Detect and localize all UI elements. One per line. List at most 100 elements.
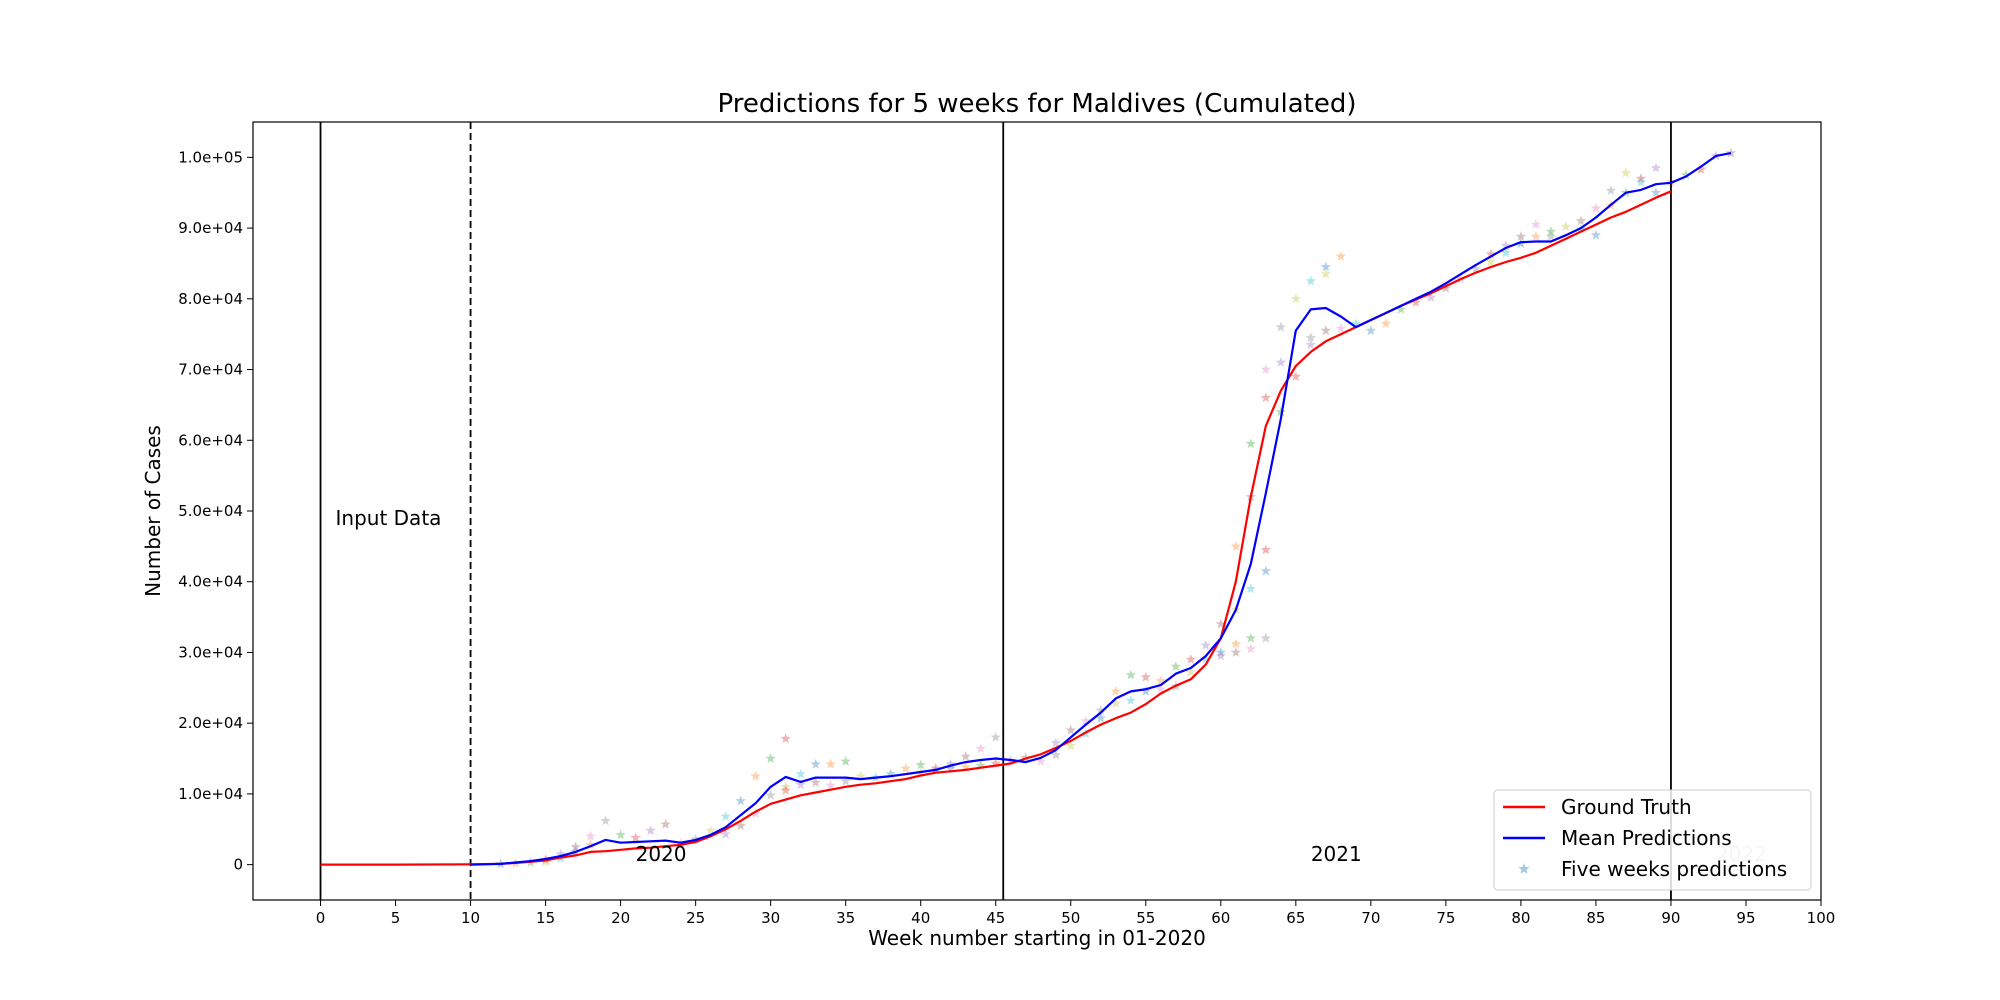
prediction-star-point [735,795,746,806]
prediction-star-point [1590,202,1602,213]
prediction-star-point [945,762,956,773]
chart-title: Predictions for 5 weeks for Maldives (Cu… [717,89,1356,119]
prediction-star-point [1260,364,1272,374]
prediction-star-point [780,733,791,744]
prediction-star-point [1335,323,1347,333]
prediction-star-point [810,758,821,769]
prediction-star-point [765,789,776,800]
y-tick-label: 2.0e+04 [178,714,243,732]
prediction-star-point [750,770,761,781]
prediction-star-point [915,759,926,770]
prediction-star-point [690,833,701,844]
prediction-star-point [1305,339,1317,350]
x-tick-label: 35 [836,909,855,927]
prediction-star-point [1200,639,1211,650]
legend-mean-predictions-label: Mean Predictions [1561,826,1732,850]
prediction-star-point [1245,632,1256,643]
prediction-star-point [1245,643,1256,654]
prediction-star-point [1290,371,1302,382]
prediction-star-point [1095,712,1106,723]
prediction-star-point [960,761,971,772]
prediction-star-point [720,828,731,839]
prediction-star-point [780,781,791,792]
x-tick-label: 5 [391,909,401,927]
prediction-star-point [900,762,911,773]
prediction-star-point [1260,392,1272,403]
annotation-label: 2020 [636,842,687,866]
prediction-star-point [810,777,821,787]
prediction-star-point [1620,167,1632,178]
prediction-star-point [1260,565,1272,576]
prediction-star-point [1050,737,1061,748]
x-tick-label: 45 [986,909,1005,927]
y-axis-ticks: 0 1.0e+04 2.0e+04 3.0e+04 4.0e+04 5.0e+04 6.0e… [178,148,253,874]
prediction-star-point [1140,685,1151,696]
y-tick-label: 5.0e+04 [178,502,243,520]
prediction-star-point [1185,654,1196,664]
prediction-star-point [1170,661,1181,671]
prediction-star-point [1050,749,1061,760]
prediction-star-point [1425,291,1437,302]
x-tick-label: 90 [1661,909,1680,927]
prediction-star-point [1110,697,1121,708]
prediction-star-point [1470,263,1482,274]
prediction-star-point [1275,357,1287,367]
prediction-star-point [1380,318,1392,328]
y-tick-label: 7.0e+04 [178,361,243,379]
x-tick-label: 60 [1211,909,1230,927]
prediction-star-point [1500,240,1512,251]
legend-star-marker [1518,863,1530,874]
vertical-lines [319,122,1672,900]
x-tick-label: 25 [686,909,705,927]
y-axis-title: Number of Cases [141,425,165,597]
annotation-label: 2021 [1311,842,1362,866]
prediction-star-point [765,753,776,763]
prediction-star-point [585,830,596,841]
prediction-star-point [585,839,596,850]
prediction-star-point [1365,325,1377,336]
prediction-star-point [1185,666,1196,677]
prediction-star-point [1215,647,1226,657]
x-tick-label: 80 [1511,909,1530,927]
prediction-star-point [1680,169,1692,180]
y-tick-label: 3.0e+04 [178,643,243,661]
prediction-star-point [1035,755,1046,766]
prediction-star-point [990,731,1001,742]
legend-star-icon [1518,863,1530,874]
prediction-star-point [1350,318,1362,328]
prediction-star-point [1230,540,1241,551]
y-tick-label: 1.0e+04 [178,785,243,803]
prediction-star-point [1230,638,1241,649]
x-tick-label: 75 [1436,909,1455,927]
prediction-star-point [1545,231,1557,241]
prediction-star-point [1200,654,1211,664]
prediction-star-point [1515,231,1527,241]
prediction-star-point [1305,332,1317,343]
x-tick-label: 15 [536,909,555,927]
prediction-star-point [555,848,566,859]
prediction-star-point [1650,187,1662,198]
prediction-star-point [825,758,836,769]
prediction-star-point [1725,147,1737,158]
prediction-star-point [1335,250,1347,261]
prediction-star-point [1245,438,1256,449]
prediction-star-point [720,811,731,821]
prediction-star-point [930,762,941,773]
prediction-star-point [1605,185,1617,196]
legend: Ground Truth Mean Predictions Five weeks… [1493,789,1812,891]
prediction-star-point [645,825,656,836]
x-tick-label: 95 [1736,909,1755,927]
prediction-star-point [1440,282,1452,293]
prediction-star-point [1650,162,1662,173]
prediction-star-point [840,775,851,786]
prediction-star-point [570,841,581,852]
y-tick-label: 0 [233,856,243,874]
prediction-star-point [1275,321,1287,332]
prediction-star-point [1110,685,1121,696]
annotation-label: Input Data [336,506,442,530]
prediction-star-point [1320,325,1332,336]
x-axis-title: Week number starting in 01-2020 [868,926,1206,950]
prediction-star-point [975,743,986,754]
prediction-star-point [1275,406,1287,417]
